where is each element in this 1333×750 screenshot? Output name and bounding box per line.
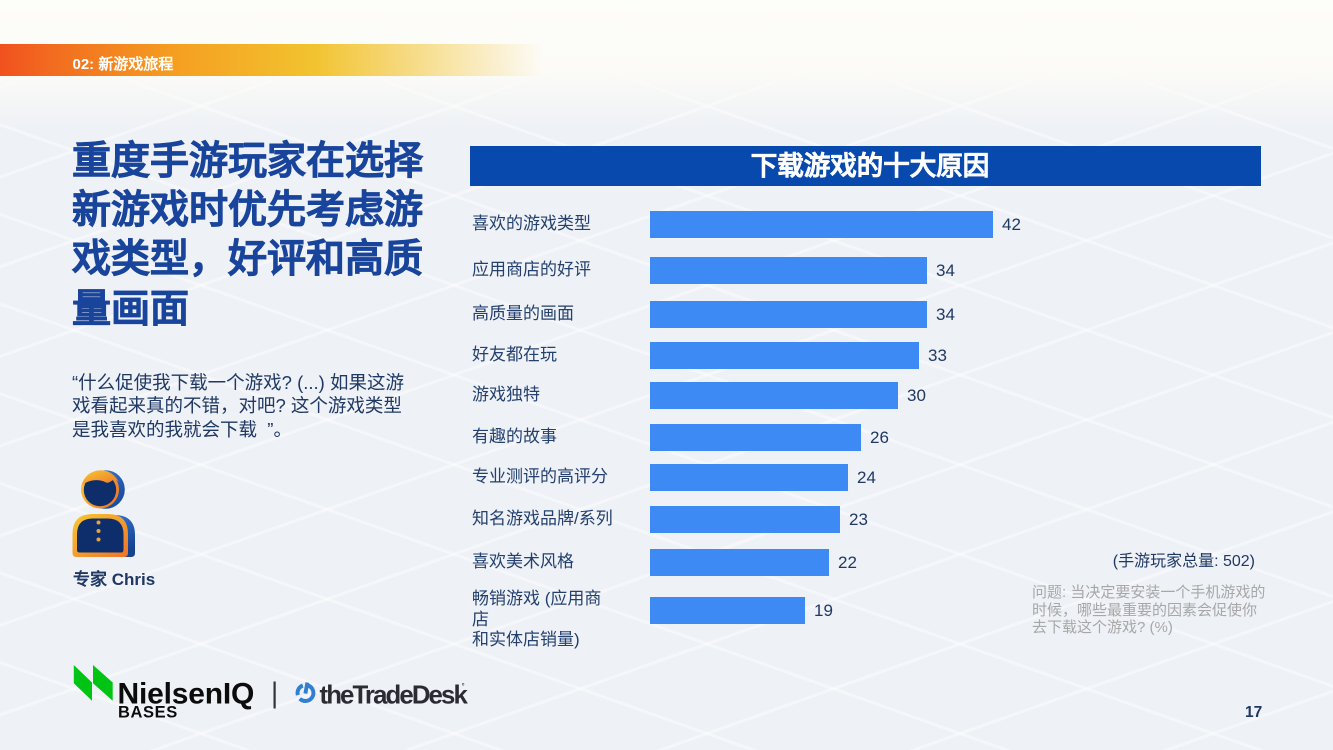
svg-text:°: ° <box>462 682 465 691</box>
svg-text:theTradeDesk: theTradeDesk <box>320 682 469 710</box>
svg-text:NielsenIQ: NielsenIQ <box>118 678 255 711</box>
svg-text:BASES: BASES <box>118 704 178 722</box>
